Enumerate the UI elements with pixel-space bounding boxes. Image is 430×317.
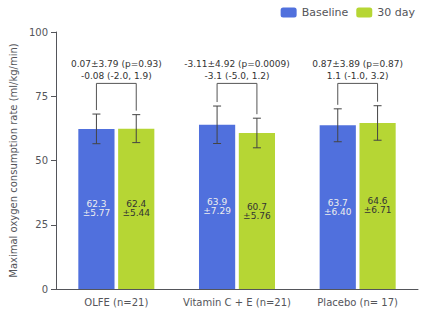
svg-text:±7.29: ±7.29 — [203, 206, 231, 216]
svg-text:Vitamin C + E (n=21): Vitamin C + E (n=21) — [183, 297, 291, 308]
svg-text:25: 25 — [35, 219, 48, 230]
svg-text:-3.1 (-5.0, 1.2): -3.1 (-5.0, 1.2) — [204, 71, 269, 81]
svg-text:30 day: 30 day — [377, 6, 415, 19]
svg-text:-3.11±4.92 (p=0.0009): -3.11±4.92 (p=0.0009) — [184, 59, 290, 69]
svg-text:64.6: 64.6 — [367, 196, 388, 207]
svg-text:OLFE (n=21): OLFE (n=21) — [84, 297, 148, 308]
svg-text:100: 100 — [29, 27, 48, 38]
svg-text:62.3: 62.3 — [86, 199, 107, 210]
svg-text:Baseline: Baseline — [302, 6, 349, 19]
svg-text:60.7: 60.7 — [246, 201, 267, 212]
svg-text:±5.76: ±5.76 — [243, 211, 271, 221]
svg-text:75: 75 — [35, 91, 48, 102]
svg-text:Maximal oxygen consumption rat: Maximal oxygen consumption rate (ml/kg/m… — [8, 43, 19, 278]
svg-text:0.07±3.79 (p=0.93): 0.07±3.79 (p=0.93) — [71, 59, 162, 69]
svg-text:50: 50 — [35, 155, 48, 166]
svg-text:62.4: 62.4 — [126, 199, 147, 210]
svg-text:63.7: 63.7 — [327, 197, 348, 208]
svg-text:0: 0 — [42, 284, 48, 295]
svg-text:Placebo (n= 17): Placebo (n= 17) — [317, 297, 398, 308]
svg-text:-0.08 (-2.0, 1.9): -0.08 (-2.0, 1.9) — [81, 71, 152, 81]
svg-text:±5.77: ±5.77 — [83, 208, 111, 218]
svg-text:±5.44: ±5.44 — [122, 208, 150, 218]
svg-text:0.87±3.89 (p=0.87): 0.87±3.89 (p=0.87) — [312, 59, 403, 69]
svg-text:±6.40: ±6.40 — [324, 207, 352, 217]
svg-text:1.1 (-1.0, 3.2): 1.1 (-1.0, 3.2) — [327, 71, 389, 81]
svg-text:±6.71: ±6.71 — [364, 205, 392, 215]
svg-text:63.9: 63.9 — [207, 197, 228, 208]
